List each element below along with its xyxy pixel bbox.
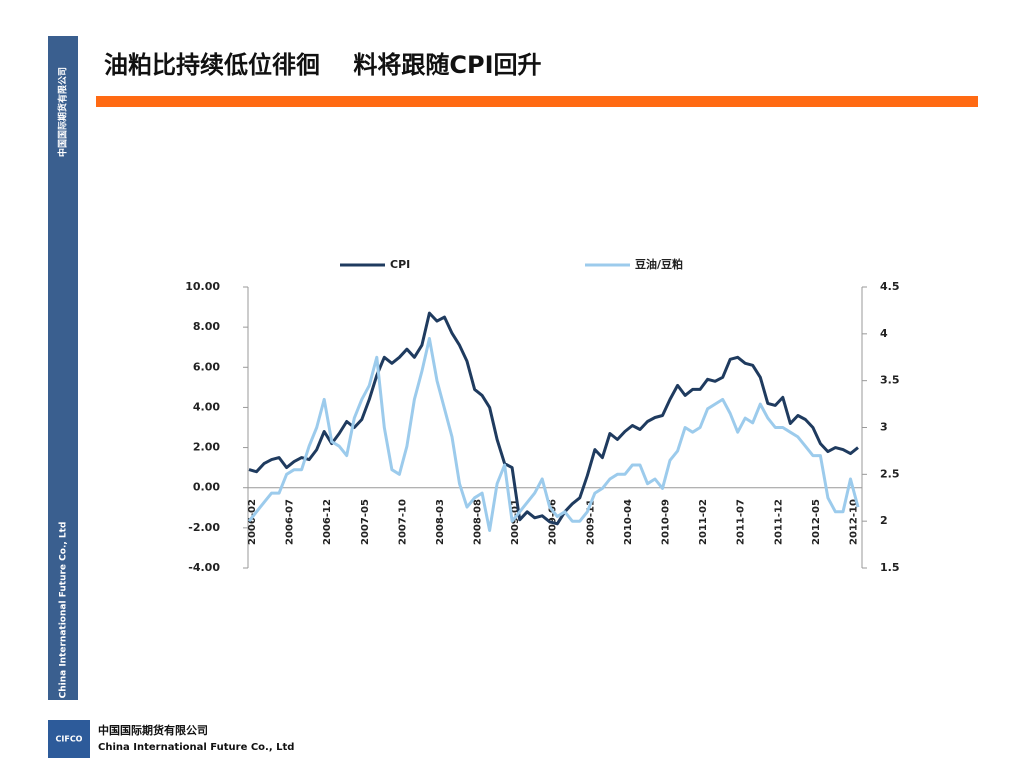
y-tick-label: 8.00 — [193, 320, 220, 333]
y2-tick-label: 3.5 — [880, 374, 900, 387]
x-tick-label: 2010-09 — [661, 499, 672, 545]
x-tick-label: 2011-07 — [736, 499, 747, 545]
x-tick-label: 2006-02 — [247, 499, 258, 545]
y-tick-label: 4.00 — [193, 400, 220, 413]
x-tick-label: 2008-03 — [435, 499, 446, 545]
footer-cn: 中国国际期货有限公司 — [98, 723, 208, 737]
x-tick-label: 2007-10 — [397, 499, 408, 545]
y-tick-label: -4.00 — [188, 561, 220, 574]
x-tick-label: 2012-05 — [811, 499, 822, 545]
x-tick-label: 2012-10 — [848, 499, 859, 545]
x-tick-label: 2007-05 — [360, 499, 371, 545]
x-tick-label: 2008-08 — [473, 499, 484, 545]
y2-tick-label: 2 — [880, 514, 888, 527]
x-tick-label: 2011-12 — [773, 499, 784, 545]
series-line — [247, 337, 860, 532]
x-tick-label: 2009-01 — [510, 499, 521, 545]
slide-title: 油粕比持续低位徘徊 料将跟随CPI回升 — [104, 51, 542, 79]
sidebar-cn: 中国国际期货有限公司 — [57, 67, 69, 157]
footer-en: China International Future Co., Ltd — [98, 742, 294, 753]
y-tick-label: 0.00 — [193, 481, 220, 494]
legend-label: CPI — [390, 258, 410, 271]
y-tick-label: -2.00 — [188, 521, 220, 534]
y-tick-label: 6.00 — [193, 360, 220, 373]
sidebar — [48, 36, 78, 700]
y2-tick-label: 2.5 — [880, 467, 900, 480]
y2-tick-label: 3 — [880, 421, 888, 434]
x-tick-label: 2010-04 — [623, 499, 634, 545]
x-tick-label: 2009-11 — [585, 499, 596, 545]
y2-tick-label: 1.5 — [880, 561, 900, 574]
y2-tick-label: 4 — [880, 327, 888, 340]
series-line — [248, 311, 859, 526]
x-tick-label: 2006-12 — [322, 499, 333, 545]
legend-label: 豆油/豆粕 — [635, 257, 683, 271]
logo-box — [48, 720, 90, 758]
x-tick-label: 2006-07 — [285, 499, 296, 545]
y2-tick-label: 4.5 — [880, 280, 900, 293]
y-tick-label: 2.00 — [193, 441, 220, 454]
title-bar — [96, 96, 978, 107]
logo: CIFCO — [56, 735, 83, 744]
x-tick-label: 2011-02 — [698, 499, 709, 545]
y-tick-label: 10.00 — [185, 280, 220, 293]
sidebar-en: China International Future Co., Ltd — [59, 522, 69, 699]
chart: -4.00 -2.00 0.00 2.00 4.00 6.00 8.00 10.00 1.5 2 2… — [185, 257, 899, 574]
